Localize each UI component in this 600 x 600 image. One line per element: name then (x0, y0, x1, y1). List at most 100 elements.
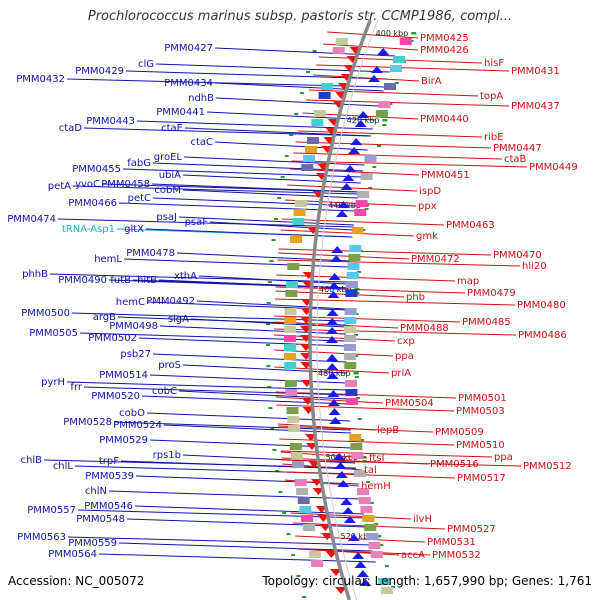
left-gene-label[interactable]: hemL (94, 254, 122, 265)
right-gene-label[interactable]: PMM0532 (432, 550, 481, 561)
left-gene-label[interactable]: futB (110, 275, 131, 286)
right-gene-label[interactable]: ilvH (413, 514, 432, 525)
right-gene-label[interactable]: PMM0486 (518, 330, 567, 341)
right-gene-label[interactable]: PMM0440 (420, 114, 469, 125)
right-gene-label[interactable]: PMM0480 (517, 300, 566, 311)
left-gene-label[interactable]: hitB (137, 275, 157, 286)
right-gene-label[interactable]: PMM0485 (462, 317, 511, 328)
left-gene-label[interactable]: ndhB (188, 93, 214, 104)
left-gene-label[interactable]: psaF (185, 217, 209, 228)
right-gene-label[interactable]: hli20 (522, 261, 547, 272)
right-gene-label[interactable]: PMM0516 (430, 459, 479, 470)
left-gene-label[interactable]: chlN (85, 486, 107, 497)
left-gene-label[interactable]: PMM0564 (48, 549, 97, 560)
left-gene-label[interactable]: gltX (124, 224, 144, 235)
left-gene-label[interactable]: PMM0520 (91, 391, 140, 402)
left-gene-label[interactable]: PMM0498 (109, 321, 158, 332)
left-gene-label[interactable]: chlB (21, 455, 43, 466)
left-gene-label[interactable]: cobC (152, 386, 177, 397)
left-gene-label[interactable]: yvoC (75, 179, 100, 190)
left-gene-label[interactable]: PMM0528 (63, 417, 112, 428)
left-gene-label[interactable]: fabG (127, 158, 151, 169)
right-gene-label[interactable]: PMM0509 (435, 427, 484, 438)
left-gene-label[interactable]: PMM0466 (68, 198, 117, 209)
left-gene-label[interactable]: hemC (116, 297, 145, 308)
right-gene-label[interactable]: gmk (416, 231, 438, 242)
right-gene-label[interactable]: PMM0472 (411, 254, 460, 265)
left-gene-label[interactable]: PMM0492 (146, 296, 195, 307)
right-gene-label[interactable]: ribE (484, 132, 504, 143)
right-gene-label[interactable]: PMM0463 (446, 220, 495, 231)
right-gene-label[interactable]: PMM0449 (529, 162, 578, 173)
left-gene-label[interactable]: PMM0490 (58, 275, 107, 286)
left-gene-label[interactable]: argB (93, 312, 116, 323)
right-gene-label[interactable]: phb (406, 292, 425, 303)
right-gene-label[interactable]: PMM0504 (385, 398, 434, 409)
left-gene-label[interactable]: PMM0524 (113, 420, 162, 431)
right-gene-label[interactable]: map (457, 276, 479, 287)
left-gene-label[interactable]: PMM0546 (84, 501, 133, 512)
left-gene-label[interactable]: psaJ (156, 212, 177, 223)
left-gene-label[interactable]: ctaE (161, 123, 183, 134)
right-gene-label[interactable]: PMM0479 (467, 288, 516, 299)
left-gene-label[interactable]: cobM (154, 185, 181, 196)
left-gene-label[interactable]: PMM0434 (164, 78, 213, 89)
left-gene-label[interactable]: PMM0458 (101, 179, 150, 190)
right-gene-label[interactable]: PMM0510 (456, 440, 505, 451)
left-gene-label[interactable]: PMM0429 (75, 66, 124, 77)
right-gene-label[interactable]: tal (364, 465, 377, 476)
right-gene-label[interactable]: PMM0426 (420, 45, 469, 56)
left-gene-label[interactable]: PMM0474 (7, 214, 56, 225)
left-gene-label[interactable]: PMM0559 (68, 538, 117, 549)
right-gene-label[interactable]: ppa (395, 351, 414, 362)
right-gene-label[interactable]: hisF (484, 58, 504, 69)
right-gene-label[interactable]: ctaB (504, 154, 527, 165)
left-gene-label[interactable]: sigA (168, 314, 189, 325)
right-gene-label[interactable]: hemH (361, 481, 391, 492)
left-gene-label[interactable]: PMM0478 (126, 248, 175, 259)
right-gene-label[interactable]: PMM0527 (447, 524, 496, 535)
right-gene-label[interactable]: PMM0517 (457, 473, 506, 484)
right-gene-label[interactable]: ftsI (369, 453, 384, 464)
right-gene-label[interactable]: PMM0501 (458, 393, 507, 404)
left-gene-label[interactable]: ctaD (59, 123, 83, 134)
right-gene-label[interactable]: PMM0470 (493, 250, 542, 261)
right-gene-label[interactable]: PMM0488 (400, 323, 449, 334)
left-gene-label[interactable]: cobO (119, 408, 145, 419)
left-gene-label[interactable]: PMM0427 (164, 43, 213, 54)
left-gene-label[interactable]: groEL (154, 152, 183, 163)
left-gene-label[interactable]: PMM0432 (16, 74, 65, 85)
left-gene-label[interactable]: pyrH (41, 377, 65, 388)
right-gene-label[interactable]: ispD (419, 186, 441, 197)
right-gene-label[interactable]: PMM0451 (421, 170, 470, 181)
left-gene-label[interactable]: PMM0502 (88, 333, 137, 344)
left-gene-label[interactable]: ctaC (190, 137, 213, 148)
left-gene-label[interactable]: petC (128, 193, 151, 204)
left-gene-label[interactable]: tRNA-Asp1 (62, 224, 115, 235)
left-gene-label[interactable]: frr (70, 382, 82, 393)
left-gene-label[interactable]: PMM0505 (29, 328, 78, 339)
right-gene-label[interactable]: PMM0512 (523, 461, 572, 472)
right-gene-label[interactable]: ppx (418, 201, 437, 212)
left-gene-label[interactable]: PMM0455 (72, 164, 121, 175)
right-gene-label[interactable]: BirA (421, 76, 442, 87)
right-gene-label[interactable]: PMM0431 (511, 66, 560, 77)
left-gene-label[interactable]: PMM0514 (99, 370, 148, 381)
left-gene-label[interactable]: xthA (174, 271, 197, 282)
left-gene-label[interactable]: trpF (99, 456, 119, 467)
right-gene-label[interactable]: ppa (494, 452, 513, 463)
right-gene-label[interactable]: PMM0531 (427, 537, 476, 548)
right-gene-label[interactable]: PMM0437 (511, 101, 560, 112)
left-gene-label[interactable]: PMM0557 (27, 505, 76, 516)
right-gene-label[interactable]: PMM0447 (493, 143, 542, 154)
left-gene-label[interactable]: clG (138, 59, 154, 70)
right-gene-label[interactable]: PMM0503 (456, 406, 505, 417)
left-gene-label[interactable]: psb27 (120, 349, 151, 360)
left-gene-label[interactable]: ubiA (159, 170, 181, 181)
right-gene-label[interactable]: accA (401, 550, 425, 561)
right-gene-label[interactable]: PMM0425 (420, 33, 469, 44)
right-gene-label[interactable]: lepB (377, 425, 399, 436)
left-gene-label[interactable]: PMM0548 (76, 514, 125, 525)
left-gene-label[interactable]: PMM0529 (99, 435, 148, 446)
left-gene-label[interactable]: petA (48, 181, 71, 192)
